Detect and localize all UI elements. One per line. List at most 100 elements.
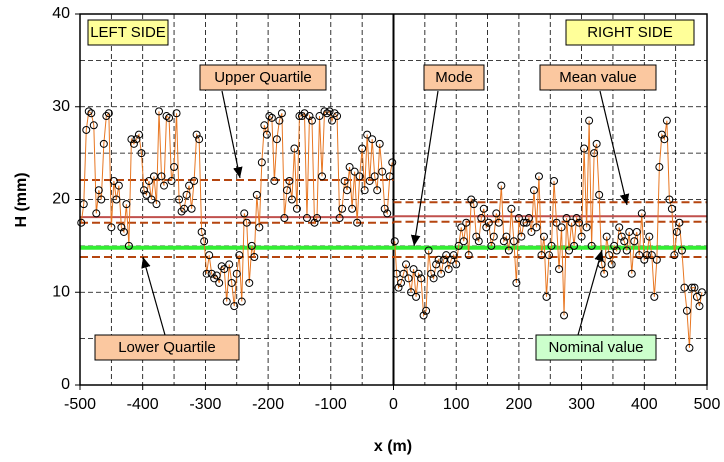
data-point xyxy=(160,181,169,190)
data-point xyxy=(550,176,559,185)
data-point xyxy=(142,190,151,199)
data-point xyxy=(399,269,408,278)
data-point xyxy=(492,209,501,218)
data-point xyxy=(195,135,204,144)
data-point xyxy=(464,251,473,260)
x-tick-label: 0 xyxy=(389,396,398,413)
data-point xyxy=(348,204,357,213)
data-point xyxy=(192,130,201,139)
data-point xyxy=(497,181,506,190)
data-point xyxy=(252,190,261,199)
data-point xyxy=(338,204,347,213)
data-point xyxy=(82,125,91,134)
data-point xyxy=(647,251,656,260)
data-point xyxy=(240,209,249,218)
data-point xyxy=(509,237,518,246)
data-point xyxy=(310,218,319,227)
data-point xyxy=(580,144,589,153)
data-point xyxy=(227,278,236,287)
data-point xyxy=(632,227,641,236)
annotation-text: Mode xyxy=(435,69,473,86)
data-point xyxy=(489,232,498,241)
data-point xyxy=(353,218,362,227)
data-point xyxy=(124,241,133,250)
data-point xyxy=(484,218,493,227)
data-point xyxy=(355,172,364,181)
data-point xyxy=(524,214,533,223)
data-point xyxy=(104,109,113,118)
data-point xyxy=(212,271,221,280)
data-point xyxy=(620,237,629,246)
data-point xyxy=(343,186,352,195)
data-point xyxy=(175,195,184,204)
data-point xyxy=(134,130,143,139)
data-point xyxy=(682,306,691,315)
data-point xyxy=(577,232,586,241)
data-point xyxy=(282,186,291,195)
data-point xyxy=(220,265,229,274)
data-point xyxy=(482,223,491,232)
data-point xyxy=(404,274,413,283)
data-point xyxy=(527,227,536,236)
annotation-box xyxy=(94,334,240,361)
x-tick-label: 400 xyxy=(631,396,658,413)
annotation-box xyxy=(539,64,657,91)
data-point xyxy=(685,343,694,352)
data-point xyxy=(165,113,174,122)
annotation-text: LEFT SIDE xyxy=(90,24,166,41)
annotation-text: RIGHT SIDE xyxy=(587,24,673,41)
x-tick-label: -500 xyxy=(64,396,96,413)
data-point xyxy=(257,158,266,167)
annotation-arrow xyxy=(410,90,439,247)
data-point xyxy=(210,274,219,283)
data-point xyxy=(247,241,256,250)
data-point xyxy=(477,214,486,223)
data-point xyxy=(487,241,496,250)
data-point xyxy=(385,172,394,181)
x-axis-label: x (m) xyxy=(374,438,412,455)
data-point xyxy=(152,200,161,209)
data-point xyxy=(437,269,446,278)
data-point xyxy=(114,181,123,190)
data-point xyxy=(544,251,553,260)
data-point xyxy=(472,232,481,241)
data-point xyxy=(512,278,521,287)
data-point xyxy=(207,269,216,278)
data-point xyxy=(414,269,423,278)
data-point xyxy=(667,204,676,213)
data-point xyxy=(442,251,451,260)
data-point xyxy=(610,241,619,250)
data-point xyxy=(172,109,181,118)
data-point xyxy=(320,107,329,116)
x-tick-label: -300 xyxy=(189,396,221,413)
data-point xyxy=(424,246,433,255)
x-tick-label: -100 xyxy=(315,396,347,413)
annotation-box xyxy=(87,19,169,46)
data-point xyxy=(122,200,131,209)
series-line xyxy=(394,120,703,348)
data-point xyxy=(340,176,349,185)
data-point xyxy=(690,283,699,292)
x-tick-label: 300 xyxy=(568,396,595,413)
data-point xyxy=(555,265,564,274)
data-point xyxy=(652,255,661,264)
x-tick-label: -400 xyxy=(127,396,159,413)
annotation-box xyxy=(565,19,695,46)
data-point xyxy=(333,112,342,121)
data-point xyxy=(600,269,609,278)
data-point xyxy=(197,227,206,236)
data-point xyxy=(97,195,106,204)
data-point xyxy=(77,218,86,227)
data-point xyxy=(380,204,389,213)
data-point xyxy=(107,223,116,232)
data-point xyxy=(272,135,281,144)
data-point xyxy=(612,246,621,255)
x-tick-label: 200 xyxy=(506,396,533,413)
data-point xyxy=(305,112,314,121)
y-tick-label: 10 xyxy=(52,283,70,300)
data-point xyxy=(522,218,531,227)
data-point xyxy=(232,269,241,278)
data-point xyxy=(417,274,426,283)
data-point xyxy=(89,121,98,130)
data-point xyxy=(582,223,591,232)
